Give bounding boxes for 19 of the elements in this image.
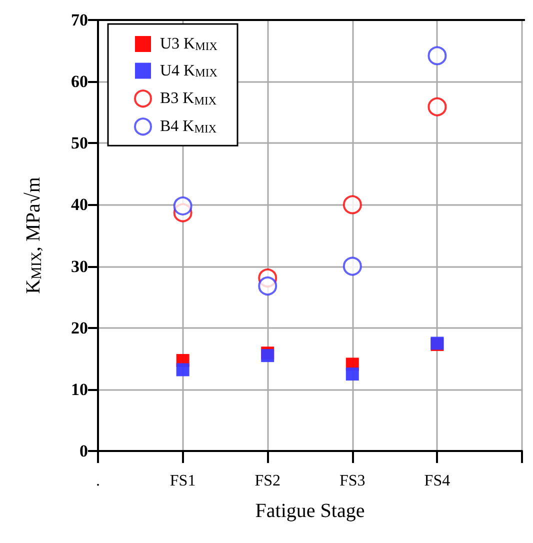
- legend-label: B3 KMIX: [160, 90, 218, 108]
- y-tick-label: 30: [71, 256, 88, 276]
- y-tick-label: 70: [71, 10, 88, 30]
- y-tick-label: 10: [71, 380, 88, 399]
- x-tick-label: FS1: [170, 472, 196, 490]
- x-tick-label: .: [96, 472, 100, 490]
- x-tick-label: FS2: [254, 472, 280, 490]
- x-tick-label: FS3: [340, 472, 366, 490]
- x-axis-title: Fatigue Stage: [255, 500, 365, 522]
- x-tick-label: FS4: [424, 472, 450, 490]
- legend-label: U4 KMIX: [160, 62, 218, 80]
- y-tick-label: 50: [71, 134, 88, 153]
- y-tick-label: 0: [80, 442, 88, 460]
- y-axis-title: KMIX, MPa√m: [22, 176, 45, 294]
- legend-label: B4 KMIX: [160, 118, 218, 136]
- y-tick-label: 60: [71, 72, 88, 92]
- y-tick-label: 40: [71, 195, 88, 214]
- y-tick-label: 20: [71, 318, 88, 338]
- legend-label: U3 KMIX: [160, 36, 218, 53]
